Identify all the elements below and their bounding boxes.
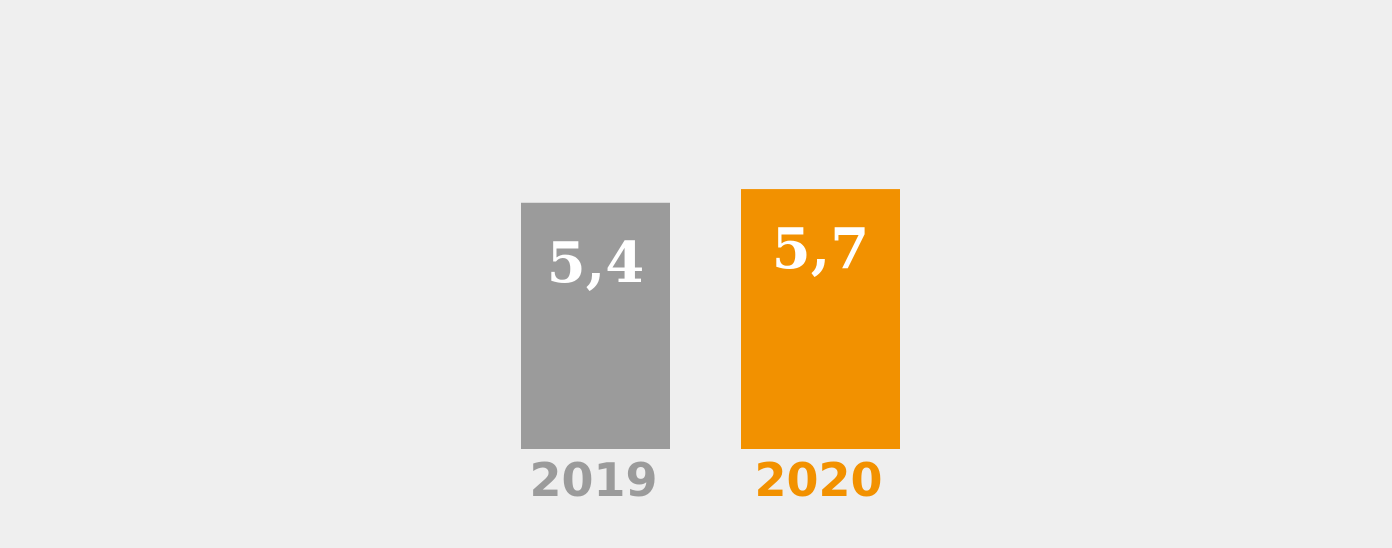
bar-2020 bbox=[741, 189, 900, 449]
bar-value-label-2019: 5,4 bbox=[547, 230, 644, 296]
category-label-2019: 2019 bbox=[529, 453, 657, 507]
category-label-2020: 2020 bbox=[754, 453, 882, 507]
bar-value-label-2020: 5,7 bbox=[772, 216, 869, 282]
bar-2019 bbox=[521, 202, 670, 449]
